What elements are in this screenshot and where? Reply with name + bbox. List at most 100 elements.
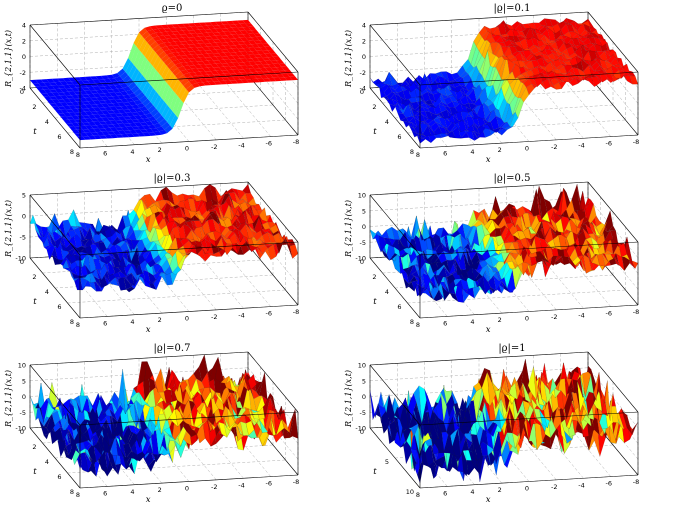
surface-patch: [247, 26, 257, 31]
panel-1: 8 6 4 2 0 -2 -4 -6 -802468420-2-4xtR_{2,1,1}(x,t…: [4, 3, 299, 165]
gridline-x-floor: [220, 246, 271, 307]
x-tick-label: 8: [416, 151, 420, 159]
panel-5: 8 6 4 2 0 -2 -4 -6 -8024681050-5-10xtR_{2,1,1}(x…: [4, 343, 299, 505]
gridline-z-side: [247, 202, 299, 264]
x-tick-label: 8: [416, 321, 420, 329]
box-edge: [587, 11, 639, 73]
z-tick-label: 10: [18, 362, 26, 370]
x-tick-label: -2: [211, 483, 217, 491]
surface-patch: [289, 244, 299, 259]
surface: [29, 354, 299, 477]
gridline-x-floor: [138, 251, 190, 312]
x-tick-label: 2: [158, 146, 162, 154]
surface: [369, 17, 639, 144]
t-tick-label: 8: [410, 318, 414, 326]
x-tick-label: -4: [238, 141, 244, 149]
panel-title: |ϱ|=0.1: [494, 3, 531, 14]
z-tick-label: 5: [362, 207, 366, 215]
x-tick-label: -2: [551, 143, 557, 151]
z-tick-label: -10: [355, 425, 366, 433]
z-tick-label: 10: [358, 362, 366, 370]
z-tick-label: -10: [15, 425, 26, 433]
surface: [29, 183, 299, 293]
z-axis-label: R_{2,1,1}(x,t): [344, 200, 353, 258]
gridline-x-floor: [166, 79, 217, 141]
x-tick-label: 4: [130, 318, 134, 326]
box-edge: [369, 181, 589, 196]
z-axis-label: R_{2,1,1}(x,t): [4, 30, 13, 88]
box-edge: [247, 11, 299, 73]
x-tick-label: 4: [130, 488, 134, 496]
z-tick-label: 5: [362, 377, 366, 385]
x-tick-label: 6: [103, 489, 107, 497]
gridline-x-floor: [166, 249, 217, 311]
box-edge: [247, 181, 299, 243]
gridline-z-side: [587, 59, 639, 120]
z-tick-label: 0: [362, 53, 366, 61]
x-tick-label: 8: [416, 491, 420, 499]
gridline-z-side: [247, 223, 299, 285]
z-tick-label: 4: [362, 22, 366, 30]
box-edge: [29, 24, 81, 86]
gridline-x-floor: [57, 256, 108, 317]
t-tick-label: 4: [385, 288, 389, 296]
t-tick-label: 2: [32, 273, 36, 281]
x-tick-label: 2: [498, 486, 502, 494]
x-tick-label: 6: [443, 149, 447, 157]
x-tick-label: -2: [551, 483, 557, 491]
x-axis-label: x: [146, 495, 151, 505]
box-edge: [419, 134, 639, 149]
gridline-x-floor: [560, 76, 611, 137]
box-edge: [419, 71, 639, 86]
t-tick-label: 10: [406, 488, 414, 496]
x-tick-label: 4: [470, 318, 474, 326]
t-tick-label: 6: [57, 473, 61, 481]
x-tick-label: 8: [76, 151, 80, 159]
surface-patch: [582, 20, 592, 28]
t-tick-label: 2: [32, 443, 36, 451]
box-edge: [247, 244, 299, 306]
box-edge: [29, 181, 249, 196]
surface-patch: [267, 221, 277, 229]
gridline-x-floor: [220, 76, 271, 137]
z-tick-label: -5: [360, 239, 366, 247]
surface: [29, 19, 299, 141]
surface-patch: [369, 389, 379, 420]
gridline-x-floor: [478, 81, 530, 142]
box-edge: [79, 134, 299, 149]
x-tick-label: -6: [606, 480, 612, 488]
panel-3: 8 6 4 2 0 -2 -4 -6 -80246850-5-10xtR_{2,1,1}(x,t…: [4, 173, 299, 335]
z-tick-label: -2: [20, 69, 26, 77]
x-tick-label: 0: [525, 315, 529, 323]
z-tick-label: -2: [360, 69, 366, 77]
x-tick-label: -4: [578, 311, 584, 319]
x-tick-label: -6: [266, 140, 272, 148]
x-tick-label: 0: [185, 485, 189, 493]
z-tick-label: 4: [22, 22, 26, 30]
box-edge: [247, 74, 299, 136]
t-axis-label: t: [373, 297, 377, 307]
gridline-t-floor: [67, 289, 286, 304]
gridline-x-floor: [193, 78, 244, 139]
box-edge: [369, 87, 421, 149]
t-tick-label: 6: [57, 303, 61, 311]
x-tick-label: -6: [606, 140, 612, 148]
z-tick-label: 0: [22, 213, 26, 221]
x-tick-label: 4: [470, 148, 474, 156]
x-tick-label: -2: [211, 143, 217, 151]
t-axis-label: t: [33, 127, 37, 137]
panel-title: ϱ=0: [162, 3, 183, 14]
z-tick-label: -4: [360, 85, 366, 93]
panel-title: |ϱ|=0.3: [154, 173, 191, 184]
x-tick-label: -4: [238, 481, 244, 489]
x-tick-label: 6: [103, 149, 107, 157]
z-tick-label: -10: [15, 255, 26, 263]
surface-patch: [245, 23, 254, 28]
z-axis-label: R_{2,1,1}(x,t): [4, 370, 13, 428]
panel-2: 8 6 4 2 0 -2 -4 -6 -802468420-2-4xtR_{2,1,1}(x,t…: [344, 3, 639, 165]
box-edge: [29, 87, 81, 149]
panel-4: 8 6 4 2 0 -2 -4 -6 -8024681050-5-10xtR_{2,1,1}(x…: [344, 173, 639, 335]
t-tick-label: 2: [32, 103, 36, 111]
box-edge: [369, 11, 589, 26]
